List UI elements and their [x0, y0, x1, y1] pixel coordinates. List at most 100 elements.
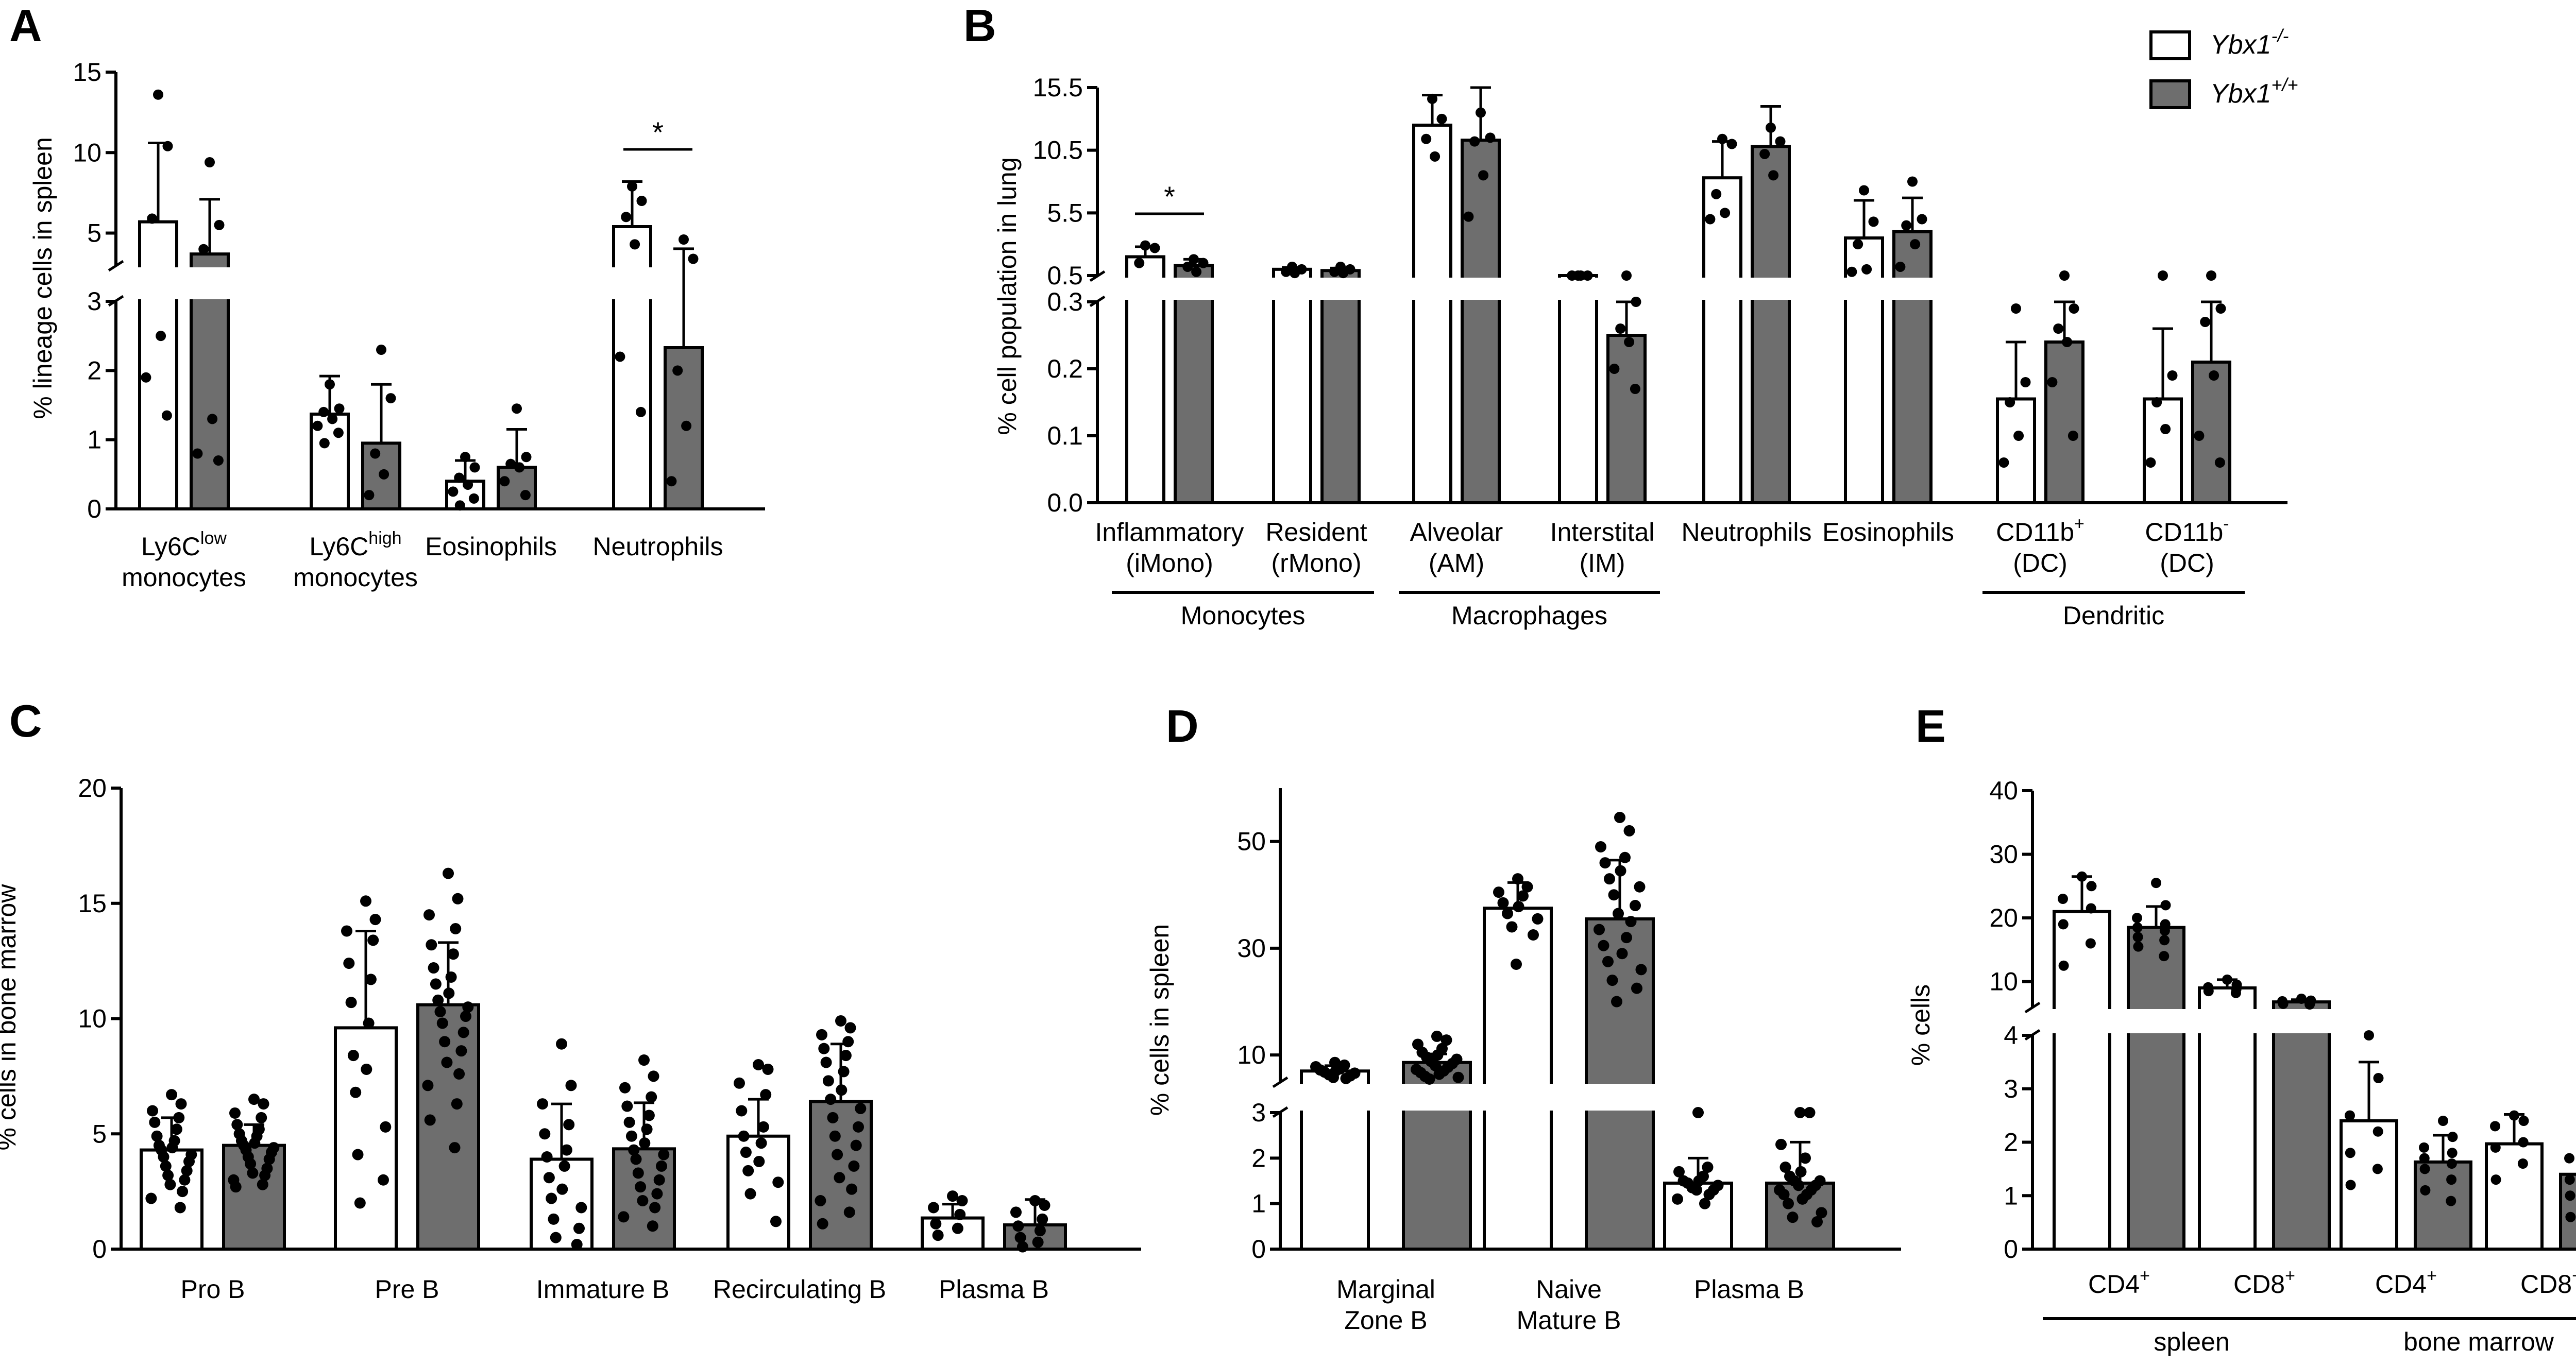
data-point [952, 1222, 963, 1234]
data-point [770, 1216, 782, 1227]
category-label: Inflammatory [1095, 518, 1244, 547]
bar-break-gap [1319, 278, 1362, 300]
data-point [2059, 270, 2070, 281]
data-point [174, 1202, 186, 1214]
data-point [350, 1086, 362, 1098]
data-point [1198, 258, 1209, 268]
data-point [259, 1169, 271, 1181]
data-point [1433, 1068, 1445, 1080]
data-point [543, 1172, 555, 1184]
data-point [447, 948, 459, 960]
data-point [149, 1116, 161, 1128]
data-point [2222, 974, 2232, 985]
data-point [1853, 239, 1863, 250]
data-point [619, 1082, 631, 1094]
data-point [637, 1195, 649, 1207]
data-point [334, 403, 345, 414]
bar-ybx1-ko [2143, 397, 2183, 504]
data-point [432, 994, 444, 1006]
data-point [834, 1172, 845, 1184]
data-point [1421, 133, 1432, 144]
data-point [327, 414, 338, 424]
data-point [1868, 216, 1879, 227]
y-tick-label: 0 [2004, 1235, 2018, 1264]
data-point [2145, 457, 2156, 468]
data-point [173, 1112, 185, 1123]
data-point [2132, 922, 2143, 933]
data-point [1766, 122, 1776, 133]
data-point [625, 1130, 637, 1142]
data-point [1621, 932, 1632, 944]
y-tick-label: 10 [73, 138, 101, 167]
category-label-line1: Pro B [180, 1275, 245, 1304]
data-point [2062, 337, 2073, 347]
data-point [439, 1036, 451, 1048]
data-point [1039, 1199, 1050, 1211]
data-point [367, 934, 379, 946]
data-point [679, 234, 689, 245]
data-point [573, 1222, 585, 1234]
data-point [171, 1123, 182, 1135]
category-label: Alveolar [1410, 518, 1503, 547]
y-tick-label: 0.1 [1047, 421, 1083, 450]
category-label-line1: Marginal [1336, 1275, 1435, 1304]
data-point [462, 1001, 474, 1013]
legend-swatch [2149, 30, 2191, 60]
data-point [1691, 1184, 1702, 1196]
category-label-line1: CD4 [2375, 1270, 2427, 1299]
category-label-sup: low [200, 528, 227, 548]
data-point [160, 1160, 172, 1172]
category-label: CD4+ [2088, 1266, 2150, 1299]
data-point [548, 1213, 560, 1225]
data-point [424, 1114, 436, 1126]
category-label: Naive [1536, 1275, 1602, 1304]
data-point [257, 1179, 268, 1190]
data-point [1517, 890, 1529, 902]
data-point [1759, 148, 1770, 159]
data-point [815, 1195, 826, 1207]
legend-label-sup: -/- [2272, 25, 2289, 46]
bar-ybx1-wt [2414, 1160, 2472, 1251]
data-point [753, 1155, 765, 1167]
panel-label-B: B [963, 0, 996, 51]
category-label-line1: Plasma B [1694, 1275, 1804, 1304]
data-point [1811, 1216, 1823, 1227]
data-point [2509, 1110, 2519, 1121]
y-tick-label: 30 [1989, 840, 2018, 869]
data-point [1430, 1060, 1441, 1071]
data-point [1630, 900, 1641, 911]
category-label-line1: Plasma B [939, 1275, 1049, 1304]
category-label: Resident [1265, 518, 1367, 547]
bar-break-gap [1299, 1084, 1371, 1111]
data-point [1611, 996, 1622, 1008]
data-point [1436, 113, 1447, 124]
data-point [1329, 266, 1340, 277]
data-point [1775, 136, 1786, 147]
data-point [2013, 431, 2024, 441]
data-point [1599, 857, 1611, 869]
data-point [1521, 881, 1533, 893]
significance-star: * [1164, 180, 1175, 213]
data-point [2215, 303, 2226, 314]
data-point [2214, 457, 2225, 468]
y-tick-label: 10 [1237, 1040, 1266, 1069]
data-point [449, 1142, 461, 1154]
category-label-line2: monocytes [293, 563, 418, 592]
data-point [380, 1121, 392, 1133]
data-point [145, 1192, 157, 1204]
data-point [520, 490, 531, 501]
data-point [2058, 919, 2069, 930]
data-point [2230, 987, 2241, 998]
data-point [853, 1121, 864, 1133]
category-label-line2: (AM) [1429, 549, 1484, 577]
data-point [1778, 1189, 1790, 1200]
bar-break-gap [1750, 278, 1792, 300]
bar-ybx1-ko [138, 220, 178, 510]
y-tick-label: 1 [87, 425, 101, 454]
category-label-line1: Immature B [536, 1275, 669, 1304]
y-tick-label: 5.5 [1047, 198, 1083, 227]
data-point [207, 414, 218, 424]
bar-break-gap [1482, 1084, 1554, 1111]
data-point [740, 1147, 752, 1158]
panel-label-C: C [9, 695, 42, 746]
